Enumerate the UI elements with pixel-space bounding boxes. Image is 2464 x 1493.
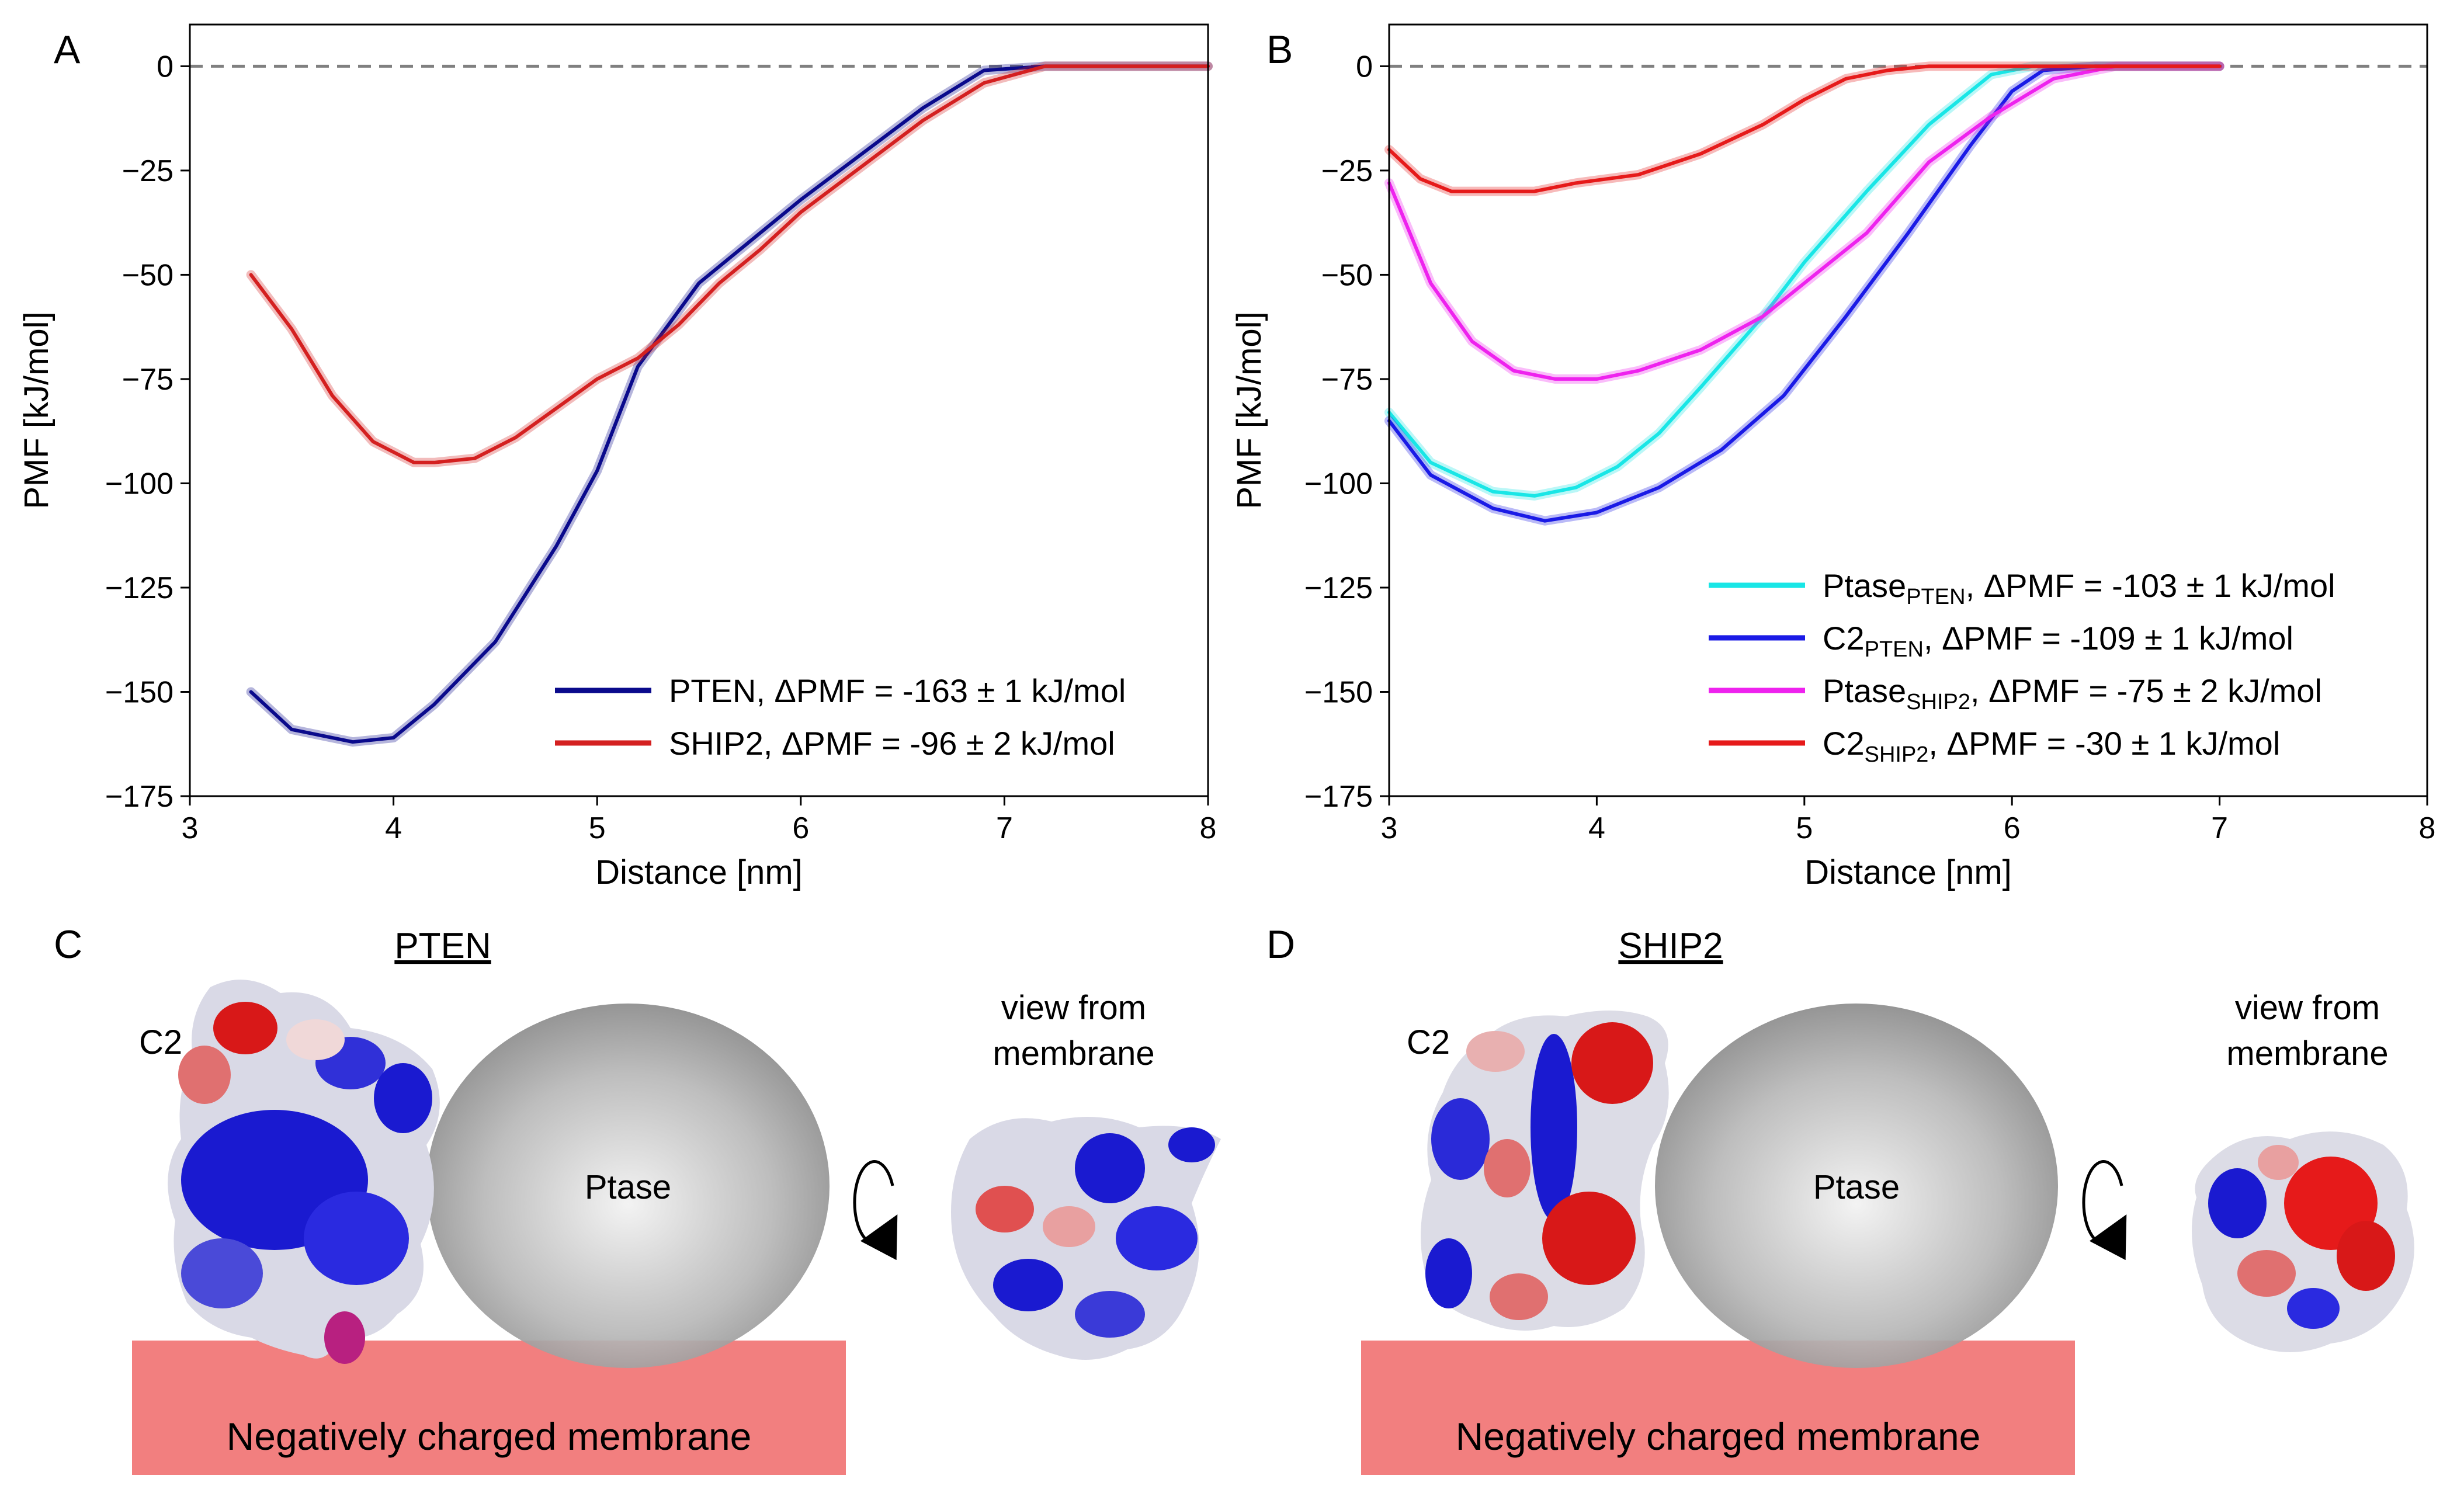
legend-entry: PtasePTEN, ΔPMF = -103 ± 1 kJ/mol [1823, 567, 2335, 609]
plot-frame [1388, 23, 2428, 797]
y-tick-label: −100 [1304, 467, 1373, 501]
y-tick-label: −25 [122, 154, 173, 188]
x-tick-label: 5 [589, 811, 606, 845]
chart-panel-a: 3 4 5 6 7 8 0 −25 −50 −75 −100 −125 −150 −175 Distance… [18, 23, 1217, 891]
series-error-band [1384, 61, 2224, 196]
ptase-domain-sphere [1655, 1004, 2058, 1368]
series-error-band [1384, 61, 2224, 384]
y-tick-label: −175 [105, 780, 173, 814]
y-tick-label: −125 [1304, 571, 1373, 605]
y-tick-label: −25 [1321, 154, 1373, 188]
x-tick-label: 3 [1381, 811, 1398, 845]
ptase-label: Ptase [1813, 1168, 1900, 1206]
rotation-arrow [853, 1160, 898, 1261]
y-tick-label: −175 [1304, 780, 1373, 814]
y-tick-label: 0 [157, 50, 173, 84]
legend-entry: PtaseSHIP2, ΔPMF = -75 ± 2 kJ/mol [1823, 672, 2322, 714]
y-tick-label: −75 [1321, 363, 1373, 397]
membrane-slab [1361, 1341, 2075, 1475]
membrane-view-surface [951, 1117, 1221, 1360]
schematic-panel-d: Negatively charged membrane Ptase SHIP2 … [1361, 926, 2414, 1475]
panel-label-c: C [54, 922, 82, 967]
view-label-line1: view from [1001, 989, 1146, 1027]
y-tick-label: −150 [105, 675, 173, 709]
rotation-arrow [2082, 1160, 2127, 1261]
legend-entry: C2SHIP2, ΔPMF = -30 ± 1 kJ/mol [1823, 725, 2280, 767]
series-line [1387, 64, 2222, 193]
x-tick-label: 4 [1588, 811, 1605, 845]
legend-entry: C2PTEN, ΔPMF = -109 ± 1 kJ/mol [1823, 620, 2293, 662]
x-tick-label: 4 [385, 811, 402, 845]
panel-label-d: D [1266, 922, 1295, 967]
series-error-band [246, 61, 1213, 467]
view-label-line2: membrane [992, 1034, 1154, 1072]
membrane-view-surface [2192, 1131, 2414, 1352]
y-axis-label: PMF [kJ/mol] [1230, 311, 1268, 509]
x-axis-label: Distance [nm] [1804, 853, 2012, 891]
x-tick-label: 3 [182, 811, 199, 845]
x-tick-label: 8 [1200, 811, 1217, 845]
plot-frame [189, 23, 1209, 797]
y-tick-label: 0 [1356, 50, 1373, 84]
y-tick-label: −50 [122, 258, 173, 292]
x-tick-label: 6 [792, 811, 809, 845]
chart-panel-b: 3 4 5 6 7 8 0 −25 −50 −75 −100 −125 −150 −175 Distance… [1230, 23, 2436, 891]
legend-entry: PTEN, ΔPMF = -163 ± 1 kJ/mol [669, 672, 1126, 709]
y-tick-label: −125 [105, 571, 173, 605]
x-tick-label: 7 [996, 811, 1013, 845]
y-tick-label: −150 [1304, 675, 1373, 709]
ptase-label: Ptase [585, 1168, 671, 1206]
y-tick-label: −100 [105, 467, 173, 501]
y-tick-label: −75 [122, 363, 173, 397]
ptase-domain-sphere [426, 1004, 830, 1368]
panel-label-a: A [54, 27, 81, 72]
schematic-panel-c: Negatively charged membrane Ptase PTEN C… [132, 926, 1221, 1475]
legend-entry: SHIP2, ΔPMF = -96 ± 2 kJ/mol [669, 725, 1115, 762]
y-tick-label: −50 [1321, 258, 1373, 292]
y-axis-label: PMF [kJ/mol] [18, 311, 55, 509]
c2-domain-label: C2 [139, 1023, 182, 1061]
x-tick-label: 5 [1796, 811, 1813, 845]
series-line [1387, 64, 2222, 523]
c2-domain-surface [1421, 1011, 1669, 1331]
series-error-band [246, 61, 1213, 747]
c2-domain-surface [168, 980, 440, 1364]
x-tick-label: 7 [2211, 811, 2228, 845]
panel-label-b: B [1266, 27, 1293, 72]
series-error-band [1384, 61, 2224, 526]
c2-domain-label: C2 [1407, 1023, 1450, 1061]
x-axis-label: Distance [nm] [595, 853, 803, 891]
series-line [249, 64, 1210, 464]
series-line [249, 64, 1210, 744]
membrane-slab [132, 1341, 846, 1475]
membrane-label: Negatively charged membrane [227, 1415, 752, 1458]
series-line [1387, 64, 2222, 381]
x-tick-label: 8 [2419, 811, 2436, 845]
protein-title: SHIP2 [1618, 926, 1723, 966]
view-label-line1: view from [2235, 989, 2380, 1027]
x-tick-label: 6 [2004, 811, 2021, 845]
view-label-line2: membrane [2226, 1034, 2388, 1072]
protein-title: PTEN [394, 926, 491, 966]
membrane-label: Negatively charged membrane [1456, 1415, 1981, 1458]
